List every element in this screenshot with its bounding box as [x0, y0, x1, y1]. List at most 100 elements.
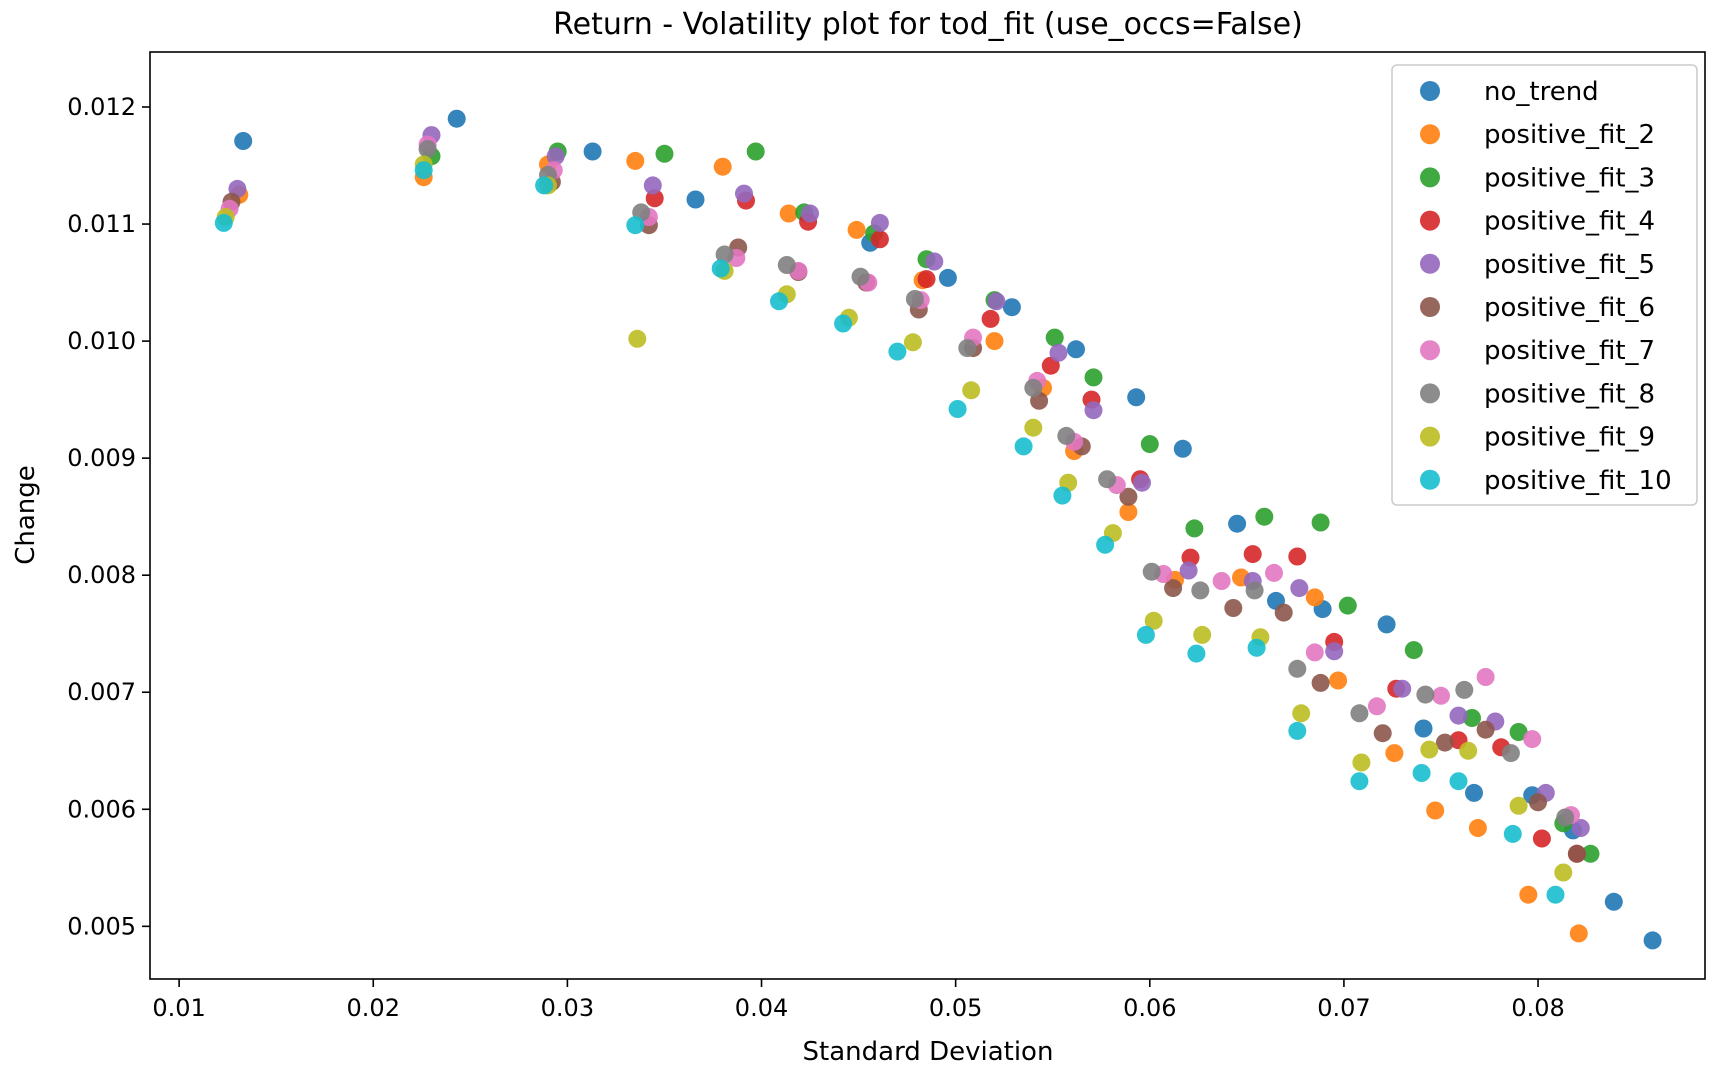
data-point — [1373, 724, 1392, 743]
data-point — [938, 268, 957, 287]
data-point — [1247, 638, 1266, 657]
data-point — [1119, 503, 1138, 521]
data-point — [1024, 378, 1043, 397]
data-point — [1556, 808, 1575, 827]
legend-marker — [1420, 426, 1440, 447]
data-point — [1045, 328, 1064, 347]
data-point — [1546, 885, 1565, 904]
legend-item-no_trend: no_trend — [1420, 77, 1599, 107]
legend-label: positive_fit_5 — [1484, 250, 1655, 280]
data-point — [1567, 844, 1586, 863]
y-tick-label: 0.005 — [67, 912, 136, 940]
x-axis: 0.01 0.02 0.03 0.04 0.05 0.06 0.07 0.08 — [152, 979, 1565, 1022]
legend-marker — [1420, 253, 1440, 274]
series-positive_fit_2 — [230, 151, 1588, 943]
data-point — [583, 142, 602, 161]
y-axis: 0.005 0.006 0.007 0.008 0.009 0.010 0.011 0.012 — [67, 93, 150, 940]
data-point — [1144, 611, 1163, 630]
data-point — [418, 140, 437, 159]
data-point — [1350, 704, 1369, 723]
y-axis-title: Change — [11, 465, 41, 565]
data-point — [643, 176, 662, 195]
data-point — [1414, 719, 1433, 738]
data-point — [1136, 625, 1155, 644]
legend-marker — [1420, 167, 1440, 188]
data-point — [1501, 744, 1520, 763]
series-positive_fit_10 — [214, 161, 1565, 904]
data-point — [1459, 741, 1478, 760]
data-point — [1571, 819, 1590, 837]
data-point — [234, 132, 253, 150]
data-point — [1449, 772, 1468, 791]
data-point — [1468, 819, 1487, 837]
data-point — [1643, 931, 1662, 950]
data-point — [1024, 418, 1043, 437]
legend-label: no_trend — [1484, 77, 1599, 107]
legend-marker — [1420, 81, 1440, 101]
legend-marker — [1420, 124, 1440, 145]
data-point — [1350, 772, 1369, 791]
legend-item-positive_fit_7: positive_fit_7 — [1420, 336, 1655, 366]
data-point — [962, 381, 981, 400]
data-point — [1519, 885, 1538, 904]
data-point — [1191, 581, 1210, 600]
data-point — [1554, 863, 1573, 882]
data-point — [1509, 723, 1528, 741]
legend-item-positive_fit_3: positive_fit_3 — [1420, 163, 1655, 193]
data-point — [870, 230, 889, 249]
data-point — [1288, 659, 1307, 678]
data-point — [1292, 704, 1311, 723]
data-point — [1329, 671, 1348, 690]
data-point — [1049, 343, 1068, 362]
data-point — [1265, 563, 1283, 582]
y-tick-label: 0.012 — [67, 93, 136, 121]
data-point — [1449, 706, 1468, 725]
x-tick-label: 0.04 — [735, 994, 788, 1022]
data-point — [1385, 744, 1404, 763]
data-point — [1426, 801, 1445, 820]
data-point — [1288, 547, 1307, 566]
data-point — [1529, 793, 1547, 812]
data-point — [1119, 487, 1138, 506]
series-positive_fit_8 — [418, 140, 1575, 827]
data-point — [1185, 519, 1204, 538]
data-point — [1243, 545, 1262, 564]
data-point — [847, 220, 866, 239]
data-point — [715, 245, 734, 264]
y-tick-label: 0.006 — [67, 795, 136, 823]
data-point — [903, 333, 922, 352]
x-tick-label: 0.02 — [347, 994, 400, 1022]
data-point — [1142, 562, 1161, 581]
data-point — [1305, 588, 1324, 607]
legend-marker — [1420, 340, 1440, 361]
data-point — [925, 252, 944, 271]
data-point — [1255, 507, 1274, 526]
y-tick-label: 0.011 — [67, 210, 136, 238]
legend-marker — [1420, 469, 1440, 490]
legend-label: positive_fit_10 — [1484, 466, 1672, 496]
data-point — [1053, 486, 1072, 505]
legend-box — [1391, 64, 1698, 506]
data-point — [1173, 439, 1192, 458]
x-tick-label: 0.03 — [541, 994, 594, 1022]
data-point — [1311, 513, 1330, 532]
data-point — [1245, 581, 1264, 600]
data-point — [546, 147, 565, 166]
data-point — [1420, 740, 1439, 759]
x-tick-label: 0.05 — [929, 994, 982, 1022]
plot-area-frame — [149, 51, 1706, 980]
data-point — [779, 204, 798, 223]
legend-item-positive_fit_9: positive_fit_9 — [1420, 423, 1655, 453]
legend-item-positive_fit_5: positive_fit_5 — [1420, 250, 1655, 280]
data-point — [1098, 470, 1117, 489]
legend-marker — [1420, 383, 1440, 404]
legend-item-positive_fit_6: positive_fit_6 — [1420, 293, 1655, 323]
data-point — [1465, 783, 1483, 802]
data-point — [1404, 641, 1423, 660]
data-point — [958, 339, 977, 358]
data-point — [985, 332, 1004, 351]
data-point — [1127, 388, 1146, 407]
data-point — [1288, 721, 1307, 740]
data-point — [888, 342, 907, 361]
